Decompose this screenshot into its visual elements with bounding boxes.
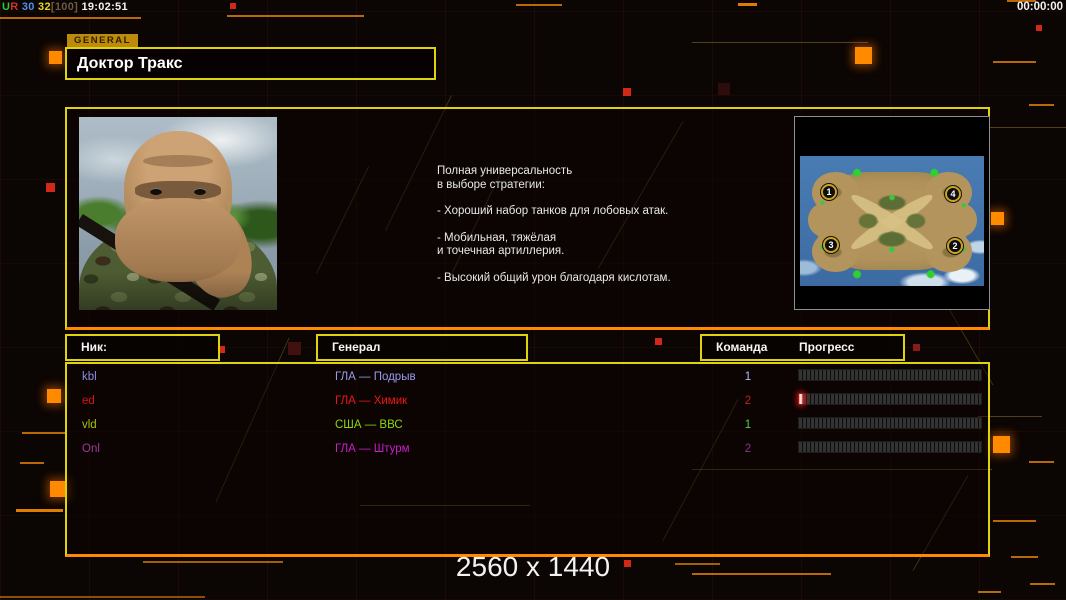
decor-ln-f <box>692 42 868 43</box>
description-paragraph: - Хороший набор танков для лобовых атак. <box>437 205 669 217</box>
decor-sq-o <box>50 481 66 497</box>
decor-ln-o <box>1029 461 1054 463</box>
player-nick: ed <box>82 395 95 407</box>
players-panel: kbl ГЛА — Подрыв 1 ed ГЛА — Химик 2 vld США — В… <box>65 362 990 557</box>
player-nick: vld <box>82 419 97 431</box>
description-paragraph: Полная универсальность в выборе стратеги… <box>437 165 573 191</box>
decor-ln-o <box>0 17 141 19</box>
decor-ln-o <box>22 432 65 434</box>
decor-ln-o <box>227 15 364 17</box>
decor-sq-r <box>624 560 631 567</box>
decor-sq-r <box>288 342 301 355</box>
decor-sq-r <box>913 344 920 351</box>
decor-sq-o <box>47 389 61 403</box>
decor-ln-f <box>692 469 992 470</box>
player-team: 1 <box>744 419 752 431</box>
decor-sq-r <box>46 183 55 192</box>
portrait-headwrap <box>115 130 241 282</box>
decor-ln-o <box>20 462 44 464</box>
decor-ln-f <box>360 505 530 506</box>
decor-sq-o <box>49 51 62 64</box>
decor-ln-o <box>143 561 283 563</box>
decor-ln-o <box>516 4 562 6</box>
general-portrait <box>79 117 277 310</box>
player-progress-bar <box>798 441 982 453</box>
portrait-facewrap <box>115 197 241 282</box>
decor-ln-o <box>993 520 1036 522</box>
player-team: 2 <box>744 443 752 455</box>
decor-ln-f <box>978 416 1042 417</box>
decor-ln-o <box>1011 556 1038 558</box>
decor-ln-o <box>16 509 63 512</box>
status-part: [100] <box>50 1 79 13</box>
player-row[interactable]: ed ГЛА — Химик 2 <box>69 390 986 414</box>
decor-ln-o <box>692 573 831 575</box>
general-tab: GENERAL <box>67 34 138 47</box>
player-nick: kbl <box>82 371 97 383</box>
decor-sq-r <box>623 88 631 96</box>
portrait-vignette <box>79 117 277 310</box>
decor-sq-r <box>1036 25 1042 31</box>
decor-ln-o <box>1030 583 1055 585</box>
player-nick: Onl <box>82 443 100 455</box>
player-progress-bar <box>798 393 982 405</box>
decor-ln-o <box>1029 104 1054 106</box>
resolution-label: 2560 x 1440 <box>455 551 611 582</box>
player-progress-fill <box>799 394 803 404</box>
status-readout: UR 30 32[100] 19:02:51 <box>2 1 128 13</box>
decor-sq-o <box>993 436 1010 453</box>
player-general: ГЛА — Штурм <box>335 443 410 455</box>
map-marker-1: 1 <box>821 184 837 200</box>
general-info-panel: Полная универсальность в выборе стратеги… <box>65 107 990 330</box>
match-timer: 00:00:00 <box>1016 1 1063 13</box>
player-progress-bar <box>798 369 982 381</box>
map-preview-image: 1 4 3 2 <box>800 156 984 286</box>
header-progress-label: Прогресс <box>799 340 855 354</box>
decor-sq-o <box>991 212 1004 225</box>
decor-ln-o <box>1007 0 1036 2</box>
player-general: ГЛА — Химик <box>335 395 408 407</box>
decor-sq-r <box>230 3 236 9</box>
player-team: 2 <box>744 395 752 407</box>
decor-ln-o <box>0 596 205 598</box>
status-part: 30 <box>18 1 35 13</box>
general-description: Полная универсальность в выборе стратеги… <box>437 165 737 298</box>
status-part: U <box>2 1 11 13</box>
map-vegetation <box>800 156 984 286</box>
portrait-eyes <box>134 180 222 201</box>
header-general: Генерал <box>316 334 528 361</box>
decor-sq-o <box>855 47 872 64</box>
portrait-headwrap-fold <box>143 154 213 167</box>
map-marker-4: 4 <box>945 186 961 202</box>
player-row[interactable]: vld США — ВВС 1 <box>69 414 986 438</box>
header-nick: Ник: <box>65 334 220 361</box>
map-marker-2: 2 <box>947 238 963 254</box>
header-team-label: Команда <box>716 340 768 354</box>
decor-ln-o <box>978 591 1001 593</box>
player-general: США — ВВС <box>335 419 403 431</box>
map-preview-box: 1 4 3 2 <box>794 116 990 310</box>
description-paragraph: - Высокий общий урон благодаря кислотам. <box>437 271 671 284</box>
player-progress-bar <box>798 417 982 429</box>
map-marker-3: 3 <box>823 237 839 253</box>
player-general: ГЛА — Подрыв <box>335 371 416 383</box>
general-title: Доктор Тракс <box>77 55 183 72</box>
player-team: 1 <box>744 371 752 383</box>
status-part: 19:02:51 <box>78 1 128 13</box>
decor-sq-r <box>218 346 225 353</box>
description-paragraph: - Мобильная, тяжёлая и точечная артиллер… <box>437 231 565 258</box>
decor-ln-o <box>675 563 720 565</box>
status-part: R <box>10 1 19 13</box>
status-part: 32 <box>34 1 51 13</box>
general-title-box: Доктор Тракс <box>65 47 436 80</box>
header-team-progress: Команда Прогресс <box>700 334 905 361</box>
player-row[interactable]: Onl ГЛА — Штурм 2 <box>69 438 986 462</box>
player-row[interactable]: kbl ГЛА — Подрыв 1 <box>69 366 986 390</box>
decor-ln-o <box>738 3 757 6</box>
player-rows: kbl ГЛА — Подрыв 1 ed ГЛА — Химик 2 vld США — В… <box>69 366 986 462</box>
decor-ln-o <box>993 61 1036 63</box>
decor-sq-r <box>718 83 730 95</box>
decor-sq-r <box>655 338 662 345</box>
